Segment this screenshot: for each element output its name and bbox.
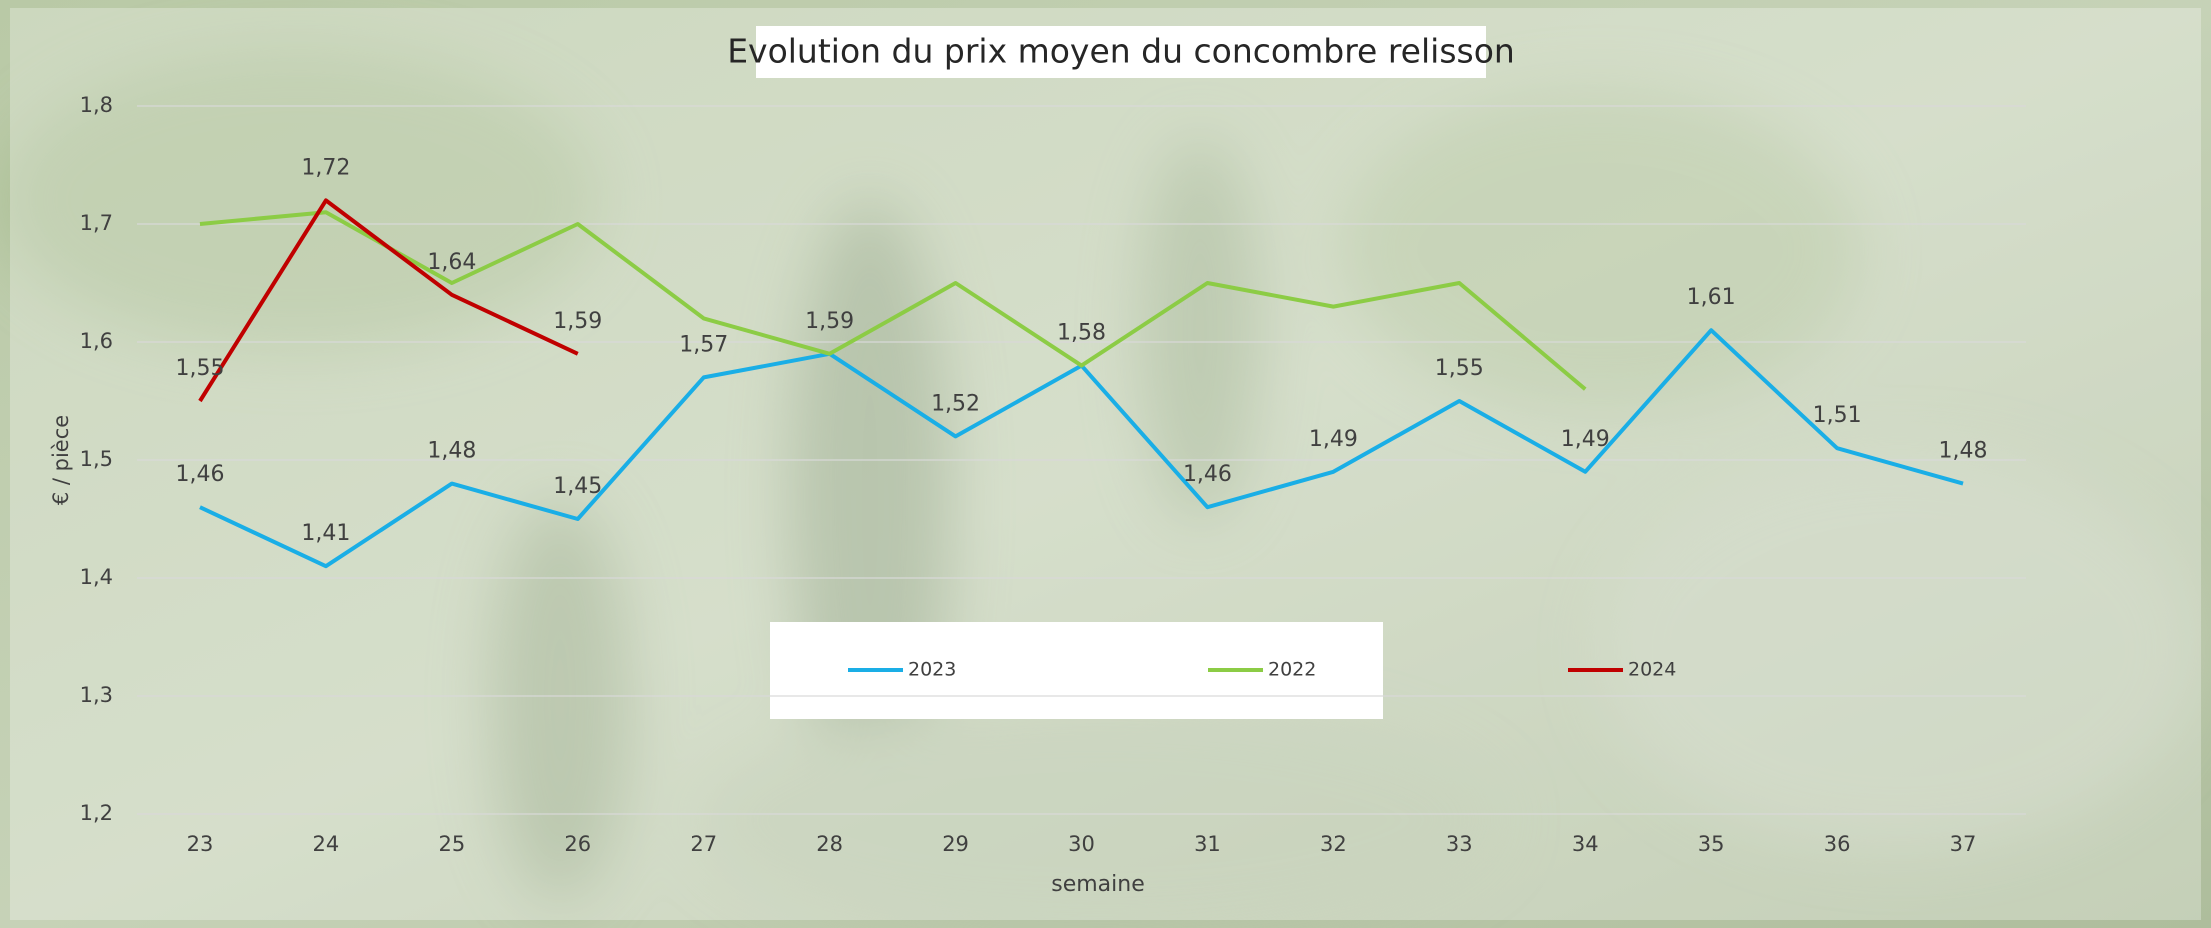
data-label: 1,46 — [1183, 462, 1232, 487]
data-label: 1,55 — [175, 356, 224, 381]
x-tick-label: 35 — [1698, 832, 1725, 856]
y-tick-label: 1,5 — [80, 447, 113, 471]
x-tick-label: 24 — [313, 832, 340, 856]
data-label: 1,61 — [1687, 285, 1736, 310]
data-label: 1,51 — [1813, 403, 1862, 428]
x-tick-label: 28 — [816, 832, 843, 856]
x-tick-label: 33 — [1446, 832, 1473, 856]
x-tick-label: 26 — [564, 832, 591, 856]
data-label: 1,49 — [1561, 427, 1610, 452]
x-tick-label: 37 — [1950, 832, 1977, 856]
x-tick-label: 34 — [1572, 832, 1599, 856]
y-tick-label: 1,8 — [80, 93, 113, 117]
series-line — [198, 198, 579, 403]
y-tick-label: 1,6 — [80, 329, 113, 353]
data-label: 1,72 — [301, 155, 350, 180]
x-tick-label: 32 — [1320, 832, 1347, 856]
y-tick-label: 1,4 — [80, 565, 113, 589]
data-label: 1,52 — [931, 391, 980, 416]
x-tick-label: 29 — [942, 832, 969, 856]
data-label: 1,59 — [805, 309, 854, 334]
x-tick-label: 23 — [187, 832, 214, 856]
background-photo — [0, 50, 2200, 928]
y-tick-label: 1,7 — [80, 211, 113, 235]
data-label: 1,48 — [427, 439, 476, 464]
data-label: 1,48 — [1939, 439, 1988, 464]
x-tick-label: 30 — [1068, 832, 1095, 856]
legend-label: 2024 — [1628, 659, 1676, 681]
chart-title: Evolution du prix moyen du concombre rel… — [727, 32, 1515, 71]
data-label: 1,64 — [427, 250, 476, 275]
data-label: 1,49 — [1309, 427, 1358, 452]
data-label: 1,41 — [301, 521, 350, 546]
data-label: 1,57 — [679, 332, 728, 357]
chart-area — [10, 8, 2201, 920]
x-tick-label: 36 — [1824, 832, 1851, 856]
series-line — [199, 210, 1587, 391]
legend-label: 2023 — [908, 659, 956, 681]
data-label: 1,59 — [553, 309, 602, 334]
y-tick-label: 1,2 — [80, 801, 113, 825]
y-tick-label: 1,3 — [80, 683, 113, 707]
data-label: 1,46 — [175, 462, 224, 487]
x-tick-label: 25 — [438, 832, 465, 856]
legend-label: 2022 — [1268, 659, 1316, 681]
data-label: 1,58 — [1057, 321, 1106, 346]
x-axis-label: semaine — [1051, 872, 1145, 897]
title-box — [756, 26, 1486, 78]
y-axis-label: € / pièce — [49, 415, 73, 505]
data-label: 1,45 — [553, 474, 602, 499]
data-label: 1,55 — [1435, 356, 1484, 381]
x-tick-label: 27 — [690, 832, 717, 856]
x-tick-label: 31 — [1194, 832, 1221, 856]
